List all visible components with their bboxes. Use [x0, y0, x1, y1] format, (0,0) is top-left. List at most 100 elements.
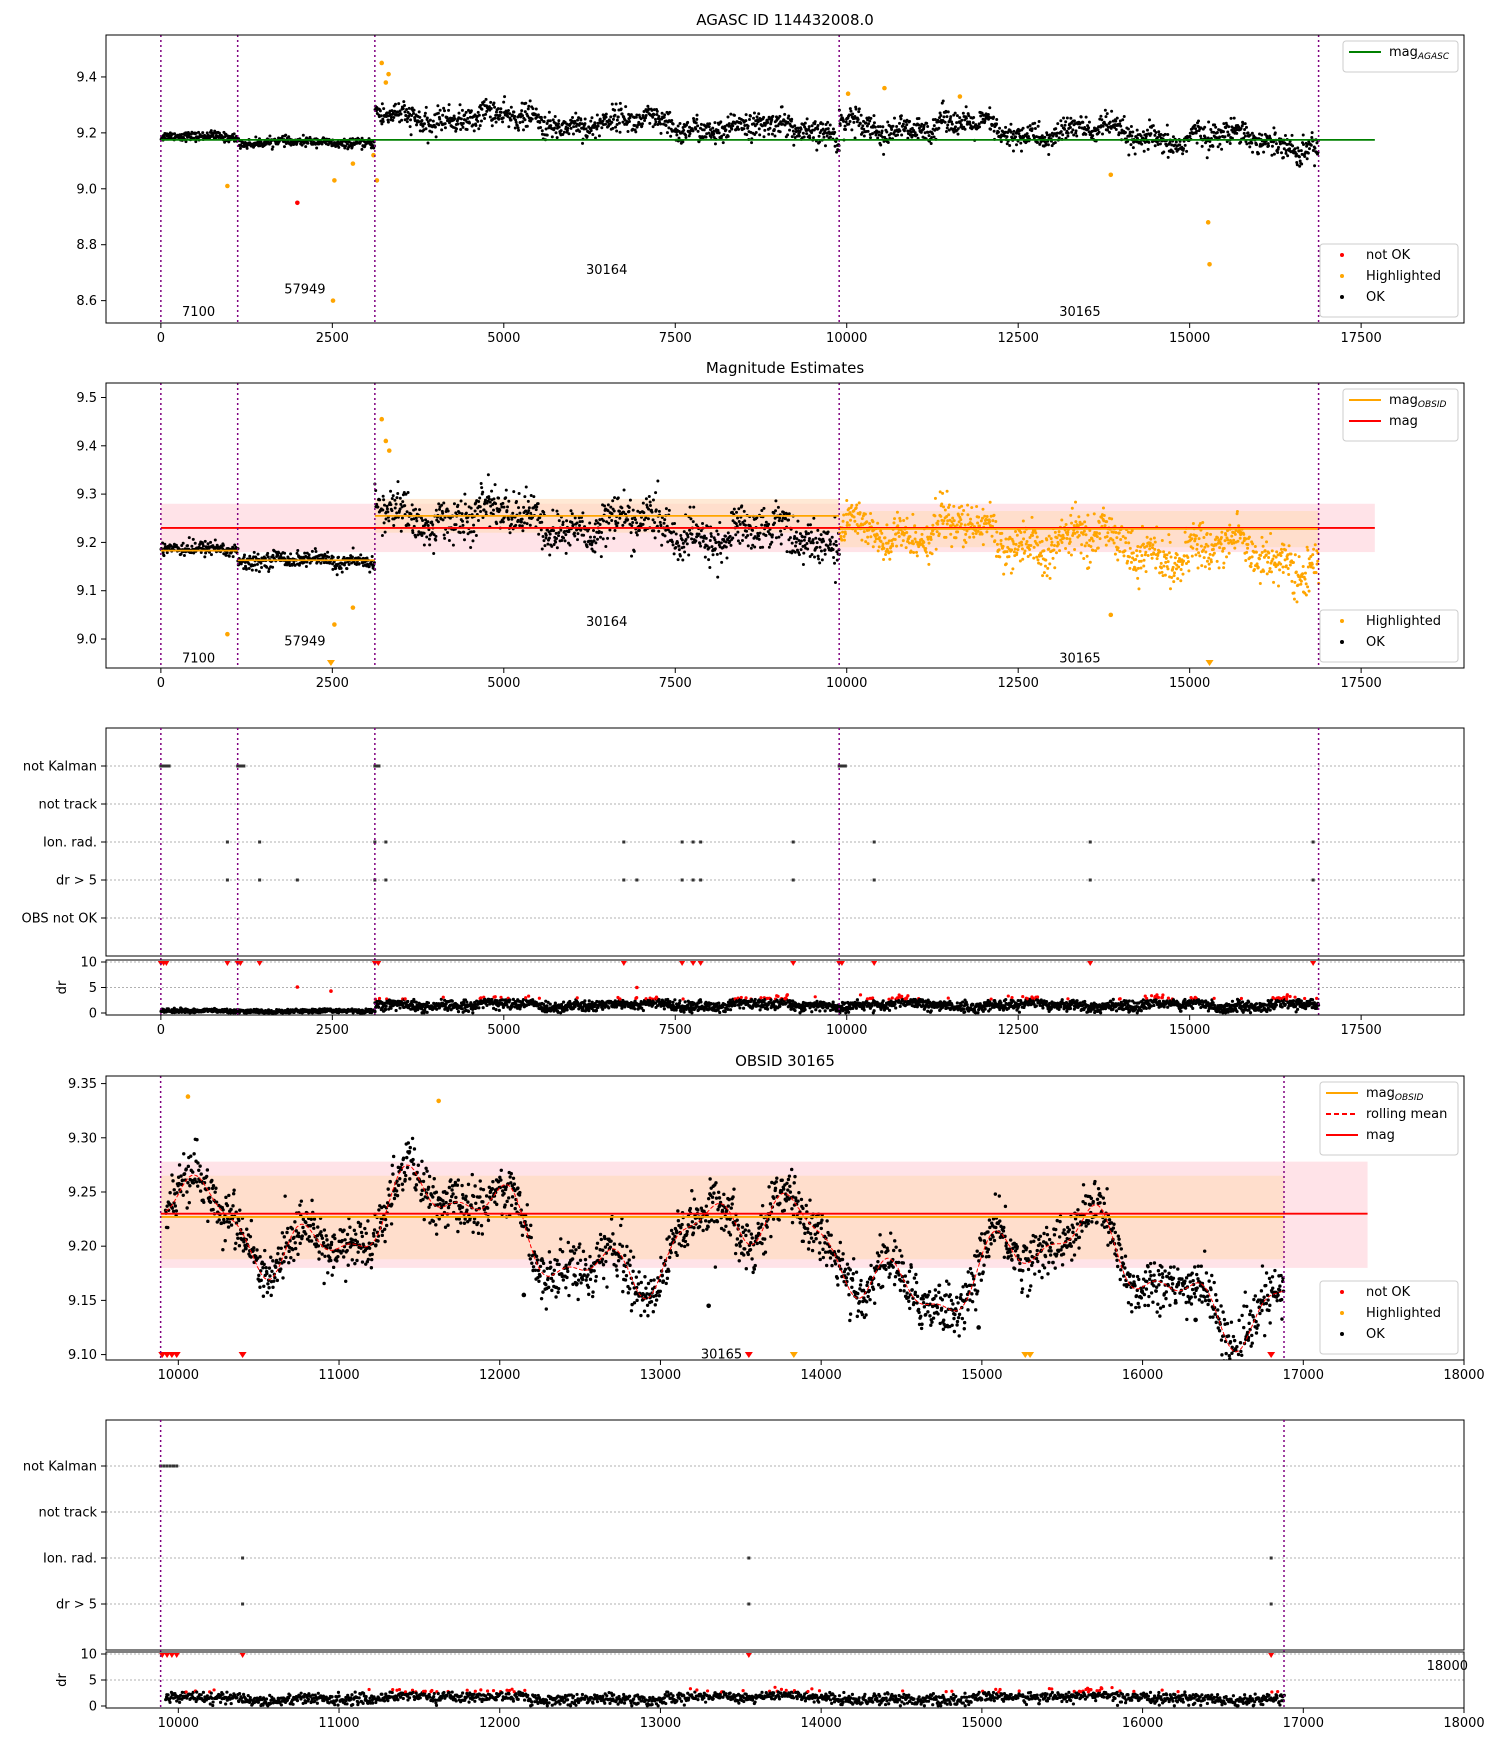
- data-point-ok: [787, 518, 791, 522]
- data-point-ok: [1163, 132, 1167, 136]
- data-point-highlighted: [1175, 553, 1179, 557]
- data-point-ok: [618, 516, 622, 520]
- data-point-ok: [426, 523, 430, 527]
- data-point-ok: [507, 517, 511, 521]
- data-point-ok: [632, 549, 636, 553]
- data-point-ok: [1272, 140, 1276, 144]
- data-point-highlighted: [978, 524, 982, 528]
- data-point-ok: [525, 124, 529, 128]
- data-point-ok: [434, 135, 438, 139]
- data-point-ok: [370, 554, 374, 558]
- data-point-highlighted: [964, 540, 968, 544]
- data-point-ok: [430, 130, 434, 134]
- data-point-ok: [1195, 141, 1199, 145]
- data-point-ok: [422, 531, 426, 535]
- data-point-ok: [597, 529, 601, 533]
- data-point-ok: [426, 141, 430, 145]
- data-point-ok: [991, 123, 995, 127]
- data-point-ok: [826, 127, 830, 131]
- data-point-ok: [1228, 141, 1232, 145]
- data-point-ok: [719, 551, 723, 555]
- data-point-ok: [383, 530, 387, 534]
- y-tick-label-0: 8.6: [76, 294, 97, 309]
- data-point-ok: [807, 532, 811, 536]
- data-point-highlighted: [1279, 554, 1283, 558]
- data-point-ok: [786, 120, 790, 124]
- data-point-ok: [576, 532, 580, 536]
- data-point-ok: [831, 127, 835, 131]
- data-point-ok: [1149, 132, 1153, 136]
- data-point-ok: [1207, 120, 1211, 124]
- data-point-ok: [492, 497, 496, 501]
- data-point-ok: [1171, 150, 1175, 154]
- data-point-ok: [544, 127, 548, 131]
- data-point-highlighted: [875, 533, 879, 537]
- data-point-ok: [779, 120, 783, 124]
- data-point-ok: [1305, 157, 1309, 161]
- data-point-ok: [606, 536, 610, 540]
- data-point-ok: [389, 503, 393, 507]
- data-point-ok: [474, 533, 478, 537]
- data-point-ok: [561, 523, 565, 527]
- data-point-ok: [609, 115, 613, 119]
- data-point-highlighted: [1272, 580, 1276, 584]
- obs-label-57949: 57949: [284, 282, 325, 297]
- data-point-highlighted: [880, 531, 884, 535]
- data-point-ok: [1307, 140, 1311, 144]
- data-point-ok: [819, 549, 823, 553]
- data-point-ok: [336, 562, 340, 566]
- flag-row-label-1: not track: [38, 798, 97, 813]
- data-point-ok: [381, 117, 385, 121]
- data-point-ok: [1212, 130, 1216, 134]
- data-point-highlighted: [1107, 539, 1111, 543]
- data-point-ok: [1015, 143, 1019, 147]
- data-point-ok: [688, 125, 692, 129]
- data-point-ok: [263, 556, 267, 560]
- data-point-ok: [681, 558, 685, 562]
- data-point-ok: [498, 508, 502, 512]
- data-point-highlighted: [922, 540, 926, 544]
- data-point-highlighted: [915, 550, 919, 554]
- data-point-highlighted: [878, 536, 882, 540]
- data-point-highlighted: [895, 544, 899, 548]
- data-point-ok: [1166, 133, 1170, 137]
- data-point-ok: [644, 116, 648, 120]
- obs-label-7100: 7100: [182, 651, 215, 666]
- data-point-highlighted: [1235, 512, 1239, 516]
- data-point-ok: [752, 111, 756, 115]
- data-point-ok: [704, 536, 708, 540]
- data-point-highlighted: [887, 539, 891, 543]
- data-point-ok: [1297, 155, 1301, 159]
- data-point-ok: [460, 108, 464, 112]
- data-point-highlighted: [856, 531, 860, 535]
- data-point-highlighted: [1260, 551, 1264, 555]
- data-point-ok: [565, 129, 569, 133]
- data-point-highlighted: [1113, 524, 1117, 528]
- data-point-highlighted: [924, 550, 928, 554]
- data-point-highlighted: [844, 532, 848, 536]
- data-point-highlighted: [868, 521, 872, 525]
- data-point-highlighted: [1288, 563, 1292, 567]
- data-point-ok: [380, 534, 384, 538]
- y-tick-label-1: 9.1: [76, 584, 97, 599]
- data-point-ok: [466, 532, 470, 536]
- data-point-highlighted: [1174, 567, 1178, 571]
- data-point-ok: [670, 119, 674, 123]
- data-point-ok: [1281, 155, 1285, 159]
- data-point-ok: [620, 112, 624, 116]
- legend-label-0: not OK: [1366, 248, 1411, 263]
- data-point-ok: [1255, 143, 1259, 147]
- data-point-ok: [726, 134, 730, 138]
- data-point-ok: [461, 125, 465, 129]
- data-point-ok: [1026, 134, 1030, 138]
- data-point-highlighted: [1014, 530, 1018, 534]
- data-point-ok: [1044, 142, 1048, 146]
- data-point-ok: [569, 509, 573, 513]
- data-point-ok: [616, 115, 620, 119]
- data-point-highlighted: [1215, 559, 1219, 563]
- data-point-ok: [736, 530, 740, 534]
- data-point-ok: [931, 132, 935, 136]
- data-point-ok: [389, 115, 393, 119]
- data-point-ok: [750, 141, 754, 145]
- data-point-ok: [331, 555, 335, 559]
